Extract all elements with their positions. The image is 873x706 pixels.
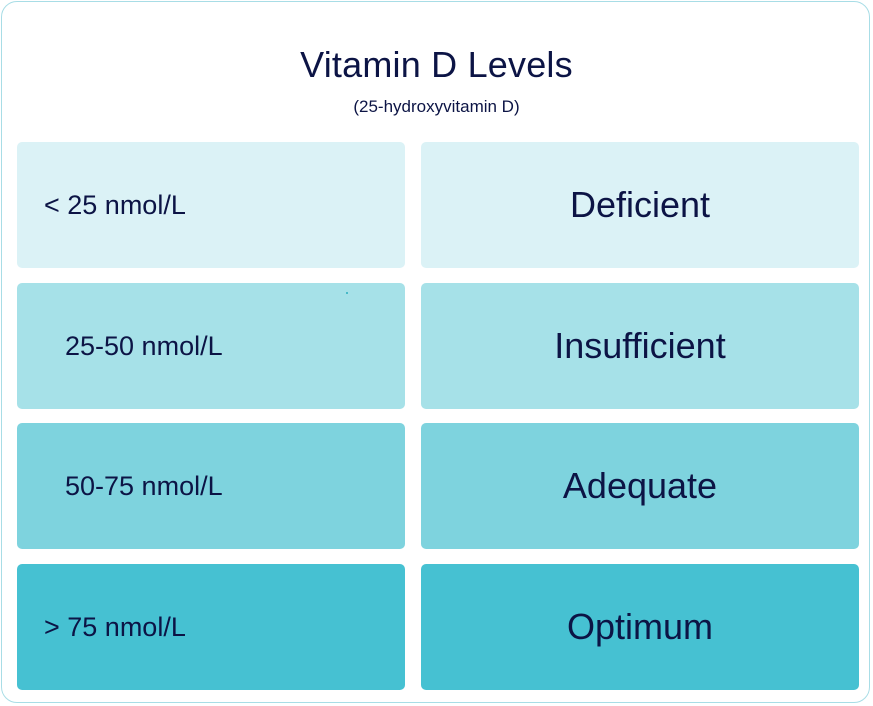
status-cell-deficient: Deficient <box>421 142 859 268</box>
range-cell-optimum: > 75 nmol/L <box>17 564 405 690</box>
decorative-dot <box>346 292 348 294</box>
page-subtitle: (25-hydroxyvitamin D) <box>353 97 520 116</box>
range-cell-insufficient: 25-50 nmol/L <box>17 283 405 409</box>
range-cell-adequate: 50-75 nmol/L <box>17 423 405 549</box>
status-cell-insufficient: Insufficient <box>421 283 859 409</box>
range-cell-deficient: < 25 nmol/L <box>17 142 405 268</box>
status-cell-optimum: Optimum <box>421 564 859 690</box>
status-cell-adequate: Adequate <box>421 423 859 549</box>
page-title: Vitamin D Levels <box>300 44 573 85</box>
